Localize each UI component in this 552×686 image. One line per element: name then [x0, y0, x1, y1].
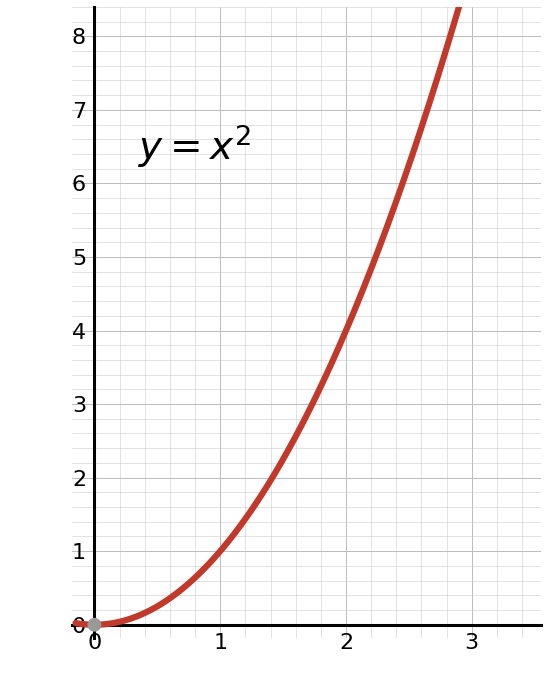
Text: $y = x^2$: $y = x^2$: [139, 123, 252, 170]
Point: [90, 619, 99, 630]
